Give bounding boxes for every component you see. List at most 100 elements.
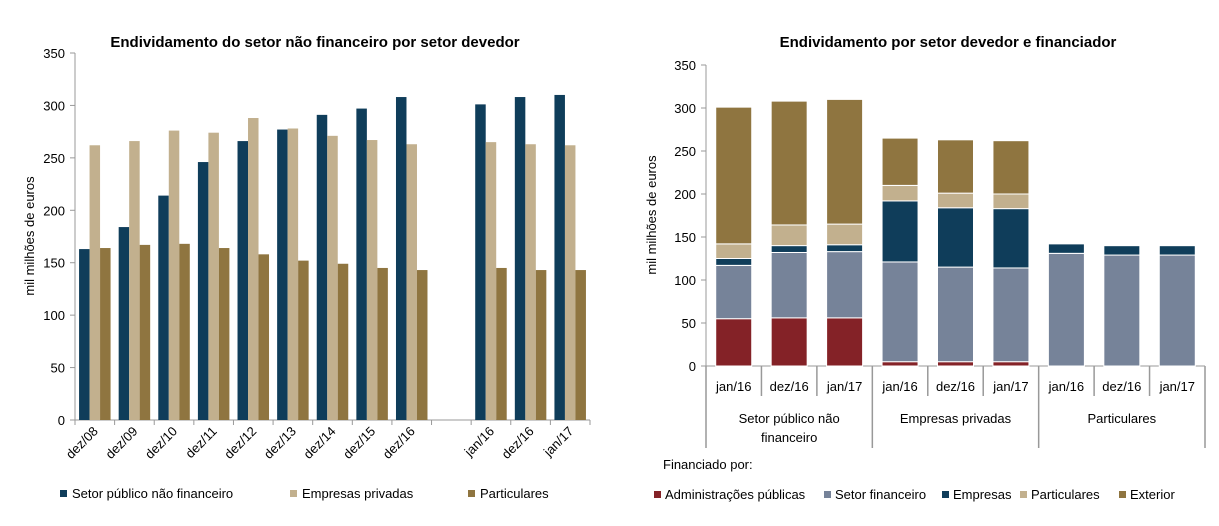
stacked-segment-exterior (992, 140, 1030, 195)
stacked-segment-setor-financeiro (992, 267, 1030, 363)
x-tick-label: jan/17 (1159, 379, 1195, 394)
bar-empresas-privadas (564, 145, 576, 420)
stacked-segment-administrac-o-es-pu-blicas (770, 317, 808, 367)
group-label: Setor público não (739, 411, 840, 426)
x-tick-label: dez/16 (1102, 379, 1141, 394)
stacked-segment-administrac-o-es-pu-blicas (992, 361, 1030, 367)
legend-swatch (468, 490, 475, 497)
stacked-segment-empresas (992, 208, 1030, 269)
bar-setor-p-blico-n-o-financeiro (79, 249, 90, 420)
bar-setor-p-blico-n-o-financeiro (158, 195, 169, 420)
y-tick-label: 100 (43, 308, 65, 323)
stacked-segment-particulares (770, 224, 808, 247)
legend-swatch (1020, 491, 1027, 498)
legend-label: Particulares (1031, 487, 1100, 502)
legend-label: Empresas privadas (302, 486, 414, 501)
stacked-segment-empresas (937, 207, 974, 268)
bar-setor-p-blico-n-o-financeiro (316, 114, 328, 420)
stacked-segment-setor-financeiro (715, 264, 753, 320)
stacked-segment-setor-financeiro (1158, 254, 1196, 367)
bar-setor-p-blico-n-o-financeiro (356, 108, 367, 421)
legend-swatch (942, 491, 949, 498)
stacked-segment-exterior (881, 137, 919, 186)
stacked-segment-particulares (881, 184, 919, 202)
legend-label: Exterior (1130, 487, 1175, 502)
stacked-segment-administrac-o-es-pu-blicas (937, 361, 974, 367)
bar-setor-p-blico-n-o-financeiro (395, 97, 407, 420)
bar-setor-p-blico-n-o-financeiro (277, 129, 288, 420)
stacked-segment-exterior (937, 139, 974, 194)
stacked-segment-empresas (770, 245, 808, 253)
y-tick-label: 250 (674, 144, 696, 159)
bar-setor-p-blico-n-o-financeiro (197, 162, 209, 420)
bar-empresas-privadas (248, 118, 259, 421)
bar-empresas-privadas (129, 141, 140, 420)
chart-left-debt-by-debtor: Endividamento do setor não financeiro po… (22, 34, 591, 501)
y-tick-label: 350 (43, 46, 65, 61)
stacked-segment-setor-financeiro (826, 251, 864, 319)
stacked-segment-empresas (1158, 245, 1196, 256)
legend-swatch (60, 490, 67, 497)
bar-particulares (337, 263, 349, 420)
legend-label: Setor financeiro (835, 487, 926, 502)
y-tick-label: 50 (51, 361, 65, 376)
legend-swatch (654, 491, 661, 498)
y-tick-label: 200 (43, 203, 65, 218)
legend-label: Particulares (480, 486, 549, 501)
stacked-segment-empresas (881, 200, 919, 263)
y-tick-label: 350 (674, 58, 696, 73)
bar-particulares (575, 270, 586, 420)
stacked-segment-setor-financeiro (881, 261, 919, 363)
legend-swatch (290, 490, 297, 497)
bar-empresas-privadas (89, 145, 101, 420)
stacked-segment-particulares (992, 193, 1030, 210)
y-tick-label: 100 (674, 273, 696, 288)
stacked-segment-exterior (826, 98, 864, 225)
bar-particulares (179, 243, 190, 420)
legend-title: Financiado por: (663, 457, 753, 472)
stacked-segment-particulares (1158, 244, 1196, 247)
bar-setor-p-blico-n-o-financeiro (475, 104, 486, 420)
stacked-segment-particulares (937, 192, 974, 209)
chart-title: Endividamento do setor não financeiro po… (110, 34, 519, 51)
bar-particulares (100, 248, 111, 420)
stacked-segment-setor-financeiro (1047, 252, 1085, 367)
y-tick-label: 300 (43, 98, 65, 113)
y-tick-label: 200 (674, 187, 696, 202)
bar-empresas-privadas (208, 132, 219, 421)
bar-empresas-privadas (287, 128, 299, 421)
y-tick-label: 150 (674, 230, 696, 245)
bar-particulares (377, 267, 388, 420)
legend-swatch (824, 491, 831, 498)
y-tick-label: 150 (43, 256, 65, 271)
y-tick-label: 0 (689, 359, 696, 374)
bar-setor-p-blico-n-o-financeiro (514, 97, 526, 420)
bar-empresas-privadas (485, 142, 497, 420)
bar-particulares (139, 244, 151, 420)
stacked-segment-administrac-o-es-pu-blicas (826, 317, 864, 367)
stacked-segment-particulares (826, 223, 864, 246)
x-tick-label: jan/17 (826, 379, 862, 394)
stacked-segment-empresas (1103, 245, 1141, 256)
group-label: financeiro (761, 430, 817, 445)
legend-label: Setor público não financeiro (72, 486, 233, 501)
bar-empresas-privadas (168, 130, 180, 420)
y-axis-label: mil milhões de euros (22, 176, 37, 296)
stacked-segment-administrac-o-es-pu-blicas (715, 318, 753, 367)
bar-particulares (535, 270, 547, 420)
stacked-segment-empresas (715, 258, 753, 266)
bar-particulares (298, 260, 309, 420)
chart-title: Endividamento por setor devedor e financ… (780, 34, 1117, 51)
stacked-segment-empresas (1047, 243, 1085, 254)
x-tick-label: jan/16 (1048, 379, 1084, 394)
bar-particulares (496, 267, 507, 420)
x-tick-label: jan/17 (992, 379, 1028, 394)
y-tick-label: 0 (58, 413, 65, 428)
stacked-segment-empresas (826, 244, 864, 253)
bar-empresas-privadas (525, 144, 536, 420)
bar-setor-p-blico-n-o-financeiro (118, 227, 130, 420)
group-label: Empresas privadas (900, 411, 1012, 426)
bar-empresas-privadas (327, 135, 338, 420)
